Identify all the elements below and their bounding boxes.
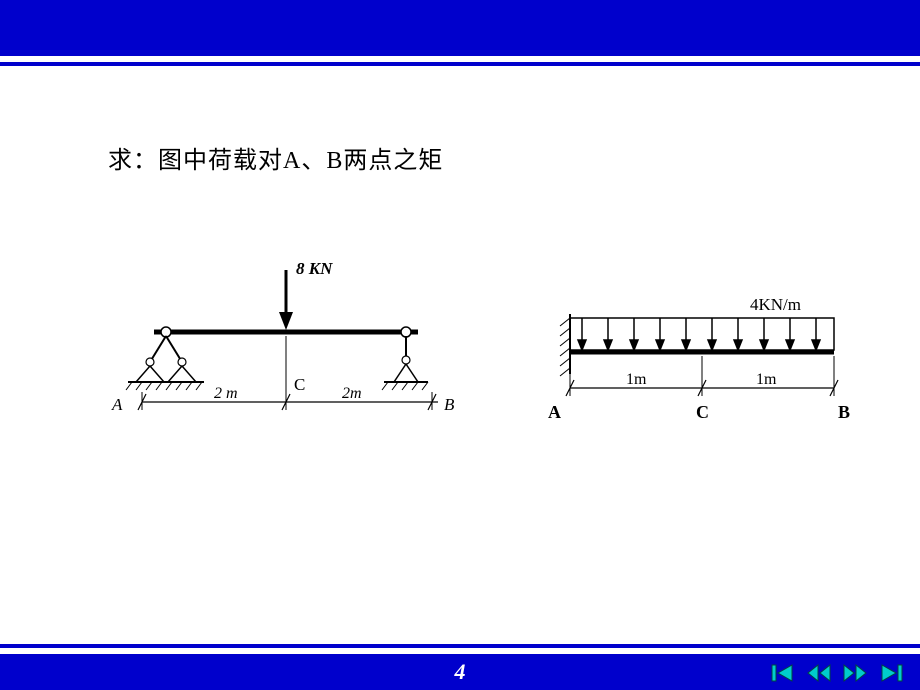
slide-content: 求：图中荷载对A、B两点之矩 8 KN: [0, 66, 920, 626]
bottom-band: 4: [0, 654, 920, 690]
diagram-left: 8 KN: [106, 260, 462, 430]
load-label: 8 KN: [296, 260, 333, 278]
next-icon: [842, 663, 868, 683]
last-icon: [878, 663, 904, 683]
span-left-label-r: 1m: [626, 371, 647, 388]
top-band: [0, 0, 920, 56]
point-c-label: C: [294, 375, 305, 394]
nav-last-button[interactable]: [878, 662, 904, 684]
bottom-rule: [0, 644, 920, 648]
point-c-label-r: C: [696, 402, 709, 422]
page-number: 4: [455, 659, 466, 685]
nav-controls: [770, 662, 904, 684]
point-a-label: A: [111, 395, 123, 414]
nav-first-button[interactable]: [770, 662, 796, 684]
slide-title: 求：图中荷载对A、B两点之矩: [108, 140, 443, 175]
point-b-label: B: [444, 395, 455, 414]
span-left-label: 2 m: [214, 385, 238, 402]
point-b-label-r: B: [838, 402, 850, 422]
span-right-label-r: 1m: [756, 371, 777, 388]
nav-next-button[interactable]: [842, 662, 868, 684]
first-icon: [770, 663, 796, 683]
point-a-label-r: A: [548, 402, 561, 422]
nav-prev-button[interactable]: [806, 662, 832, 684]
span-right-label: 2m: [342, 385, 362, 402]
prev-icon: [806, 663, 832, 683]
load-label-right: 4KN/m: [750, 296, 801, 314]
diagram-right: 4KN/m: [530, 296, 856, 426]
